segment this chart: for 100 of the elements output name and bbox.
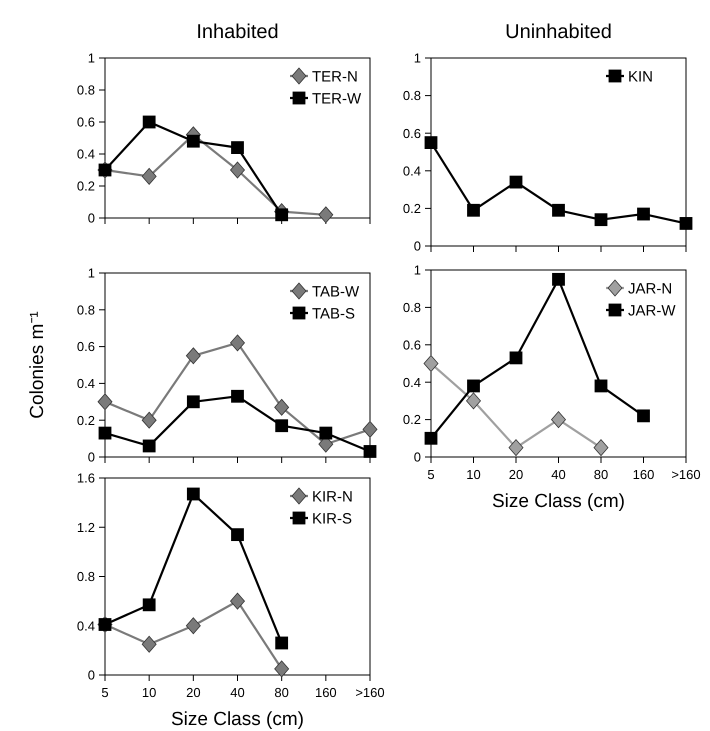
- x-axis-title: Size Class (cm): [492, 491, 626, 512]
- x-tick-label: 10: [142, 685, 156, 700]
- point: [231, 141, 244, 154]
- point: [142, 598, 156, 612]
- point: [594, 439, 608, 456]
- point: [424, 136, 438, 149]
- x-tick-label: >160: [671, 467, 701, 482]
- x-axis-title: Size Class (cm): [170, 709, 304, 730]
- point: [594, 213, 608, 226]
- point: [186, 134, 200, 148]
- point: [186, 347, 201, 364]
- point: [510, 176, 522, 188]
- point: [98, 393, 112, 410]
- point: [552, 272, 565, 286]
- point: [318, 206, 334, 224]
- point: [142, 412, 157, 429]
- x-tick-label: 5: [427, 467, 435, 482]
- point: [510, 351, 522, 364]
- y-tick-label: 0.4: [76, 618, 95, 634]
- point: [186, 488, 200, 500]
- point: [466, 392, 481, 410]
- y-tick-label: 1: [88, 266, 95, 281]
- point: [680, 217, 692, 230]
- point: [231, 390, 244, 403]
- point: [364, 445, 376, 458]
- x-tick-label: 5: [101, 685, 109, 700]
- point: [186, 617, 201, 634]
- point: [551, 411, 566, 428]
- y-tick-label: 1: [414, 50, 421, 66]
- y-tick-label: 0.2: [402, 412, 421, 428]
- y-tick-label: 0.8: [76, 302, 95, 318]
- x-tick-label: 80: [274, 685, 289, 700]
- y-tick-label: 0: [88, 210, 95, 226]
- x-tick-label: 10: [466, 467, 481, 482]
- y-tick-label: 1: [414, 262, 421, 278]
- y-tick-label: 0.8: [402, 300, 421, 315]
- x-tick-label: 40: [230, 685, 245, 700]
- legend-label: TER-W: [312, 90, 362, 108]
- point: [230, 334, 245, 352]
- point: [424, 355, 438, 372]
- point: [319, 426, 332, 440]
- point: [230, 162, 245, 178]
- y-tick-label: 1: [88, 50, 95, 66]
- chart-title: Inhabited: [196, 21, 279, 43]
- point: [594, 380, 608, 392]
- x-tick-label: 20: [186, 685, 201, 700]
- y-tick-label: 0.4: [402, 163, 421, 178]
- legend-label: KIN: [628, 68, 654, 86]
- y-tick-label: 1.2: [76, 520, 95, 535]
- point: [552, 204, 565, 217]
- point: [362, 421, 378, 438]
- point: [274, 398, 290, 416]
- legend-label: KIR-N: [312, 488, 353, 506]
- point: [142, 636, 157, 653]
- y-tick-label: 0.4: [76, 376, 95, 391]
- point: [142, 168, 157, 185]
- y-tick-label: 0.6: [76, 339, 95, 354]
- point: [230, 592, 245, 610]
- y-tick-label: 0.8: [76, 82, 95, 98]
- y-tick-label: 0: [88, 450, 95, 465]
- legend-label: TAB-W: [312, 283, 360, 300]
- point: [231, 528, 244, 542]
- legend-label: TAB-S: [312, 305, 356, 322]
- y-tick-label: 1.6: [76, 470, 95, 486]
- point: [424, 432, 438, 445]
- y-tick-label: 0: [88, 668, 95, 683]
- legend-label: KIR-S: [312, 510, 352, 528]
- legend-label: JAR-W: [628, 302, 676, 320]
- y-tick-label: 0.4: [76, 146, 95, 162]
- y-tick-label: 0.8: [402, 88, 421, 104]
- y-tick-label: 0.8: [76, 569, 95, 584]
- point: [186, 395, 200, 408]
- point: [637, 409, 650, 422]
- y-axis-title: Colonies m⁻¹: [27, 311, 48, 419]
- point: [275, 208, 288, 222]
- x-tick-label: 40: [551, 467, 566, 482]
- point: [637, 208, 650, 220]
- legend-label: JAR-N: [628, 280, 672, 298]
- y-tick-label: 0: [414, 450, 421, 465]
- chart-title: Uninhabited: [505, 21, 612, 43]
- point: [275, 419, 288, 432]
- legend-label: TER-N: [312, 68, 358, 86]
- y-tick-label: 0.2: [402, 200, 421, 216]
- y-tick-label: 0.6: [76, 114, 95, 130]
- y-tick-label: 0.6: [402, 126, 421, 141]
- y-tick-label: 0.6: [402, 337, 421, 352]
- point: [274, 660, 290, 678]
- point: [142, 116, 156, 128]
- y-tick-label: 0: [414, 238, 421, 254]
- point: [275, 636, 288, 650]
- x-tick-label: 160: [632, 467, 654, 482]
- x-tick-label: 20: [508, 467, 524, 482]
- y-tick-label: 0.2: [76, 178, 95, 194]
- point: [467, 380, 480, 392]
- y-tick-label: 0.4: [402, 374, 421, 390]
- x-tick-label: >160: [355, 685, 385, 700]
- x-tick-label: 80: [594, 467, 608, 482]
- point: [98, 426, 112, 440]
- y-tick-label: 0.2: [76, 412, 95, 428]
- point: [508, 439, 524, 456]
